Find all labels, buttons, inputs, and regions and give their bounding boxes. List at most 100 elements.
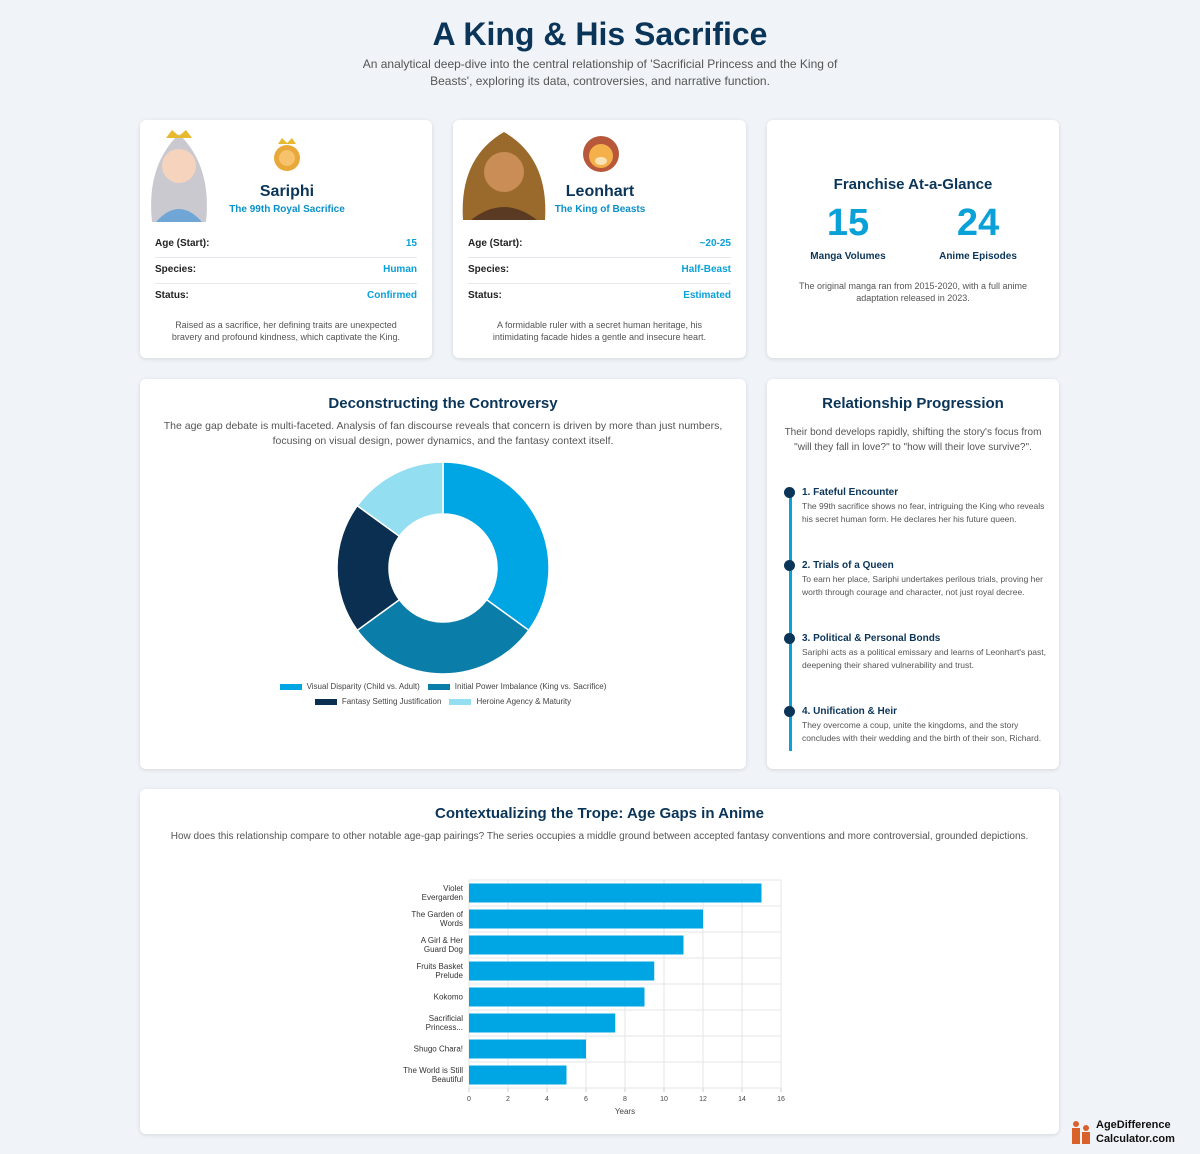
icon	[274, 138, 300, 171]
card-title: Contextualizing the Trope: Age Gaps in A…	[435, 805, 764, 822]
portrait	[151, 130, 207, 222]
trope-card: Contextualizing the Trope: Age Gaps in A…	[140, 789, 1059, 1134]
bar-chart: 0 2 4 6 8 10 12 14 16 Years Violet Evergarden The …	[400, 870, 800, 1120]
y-tick-label: The World is Still Beautiful	[403, 1066, 463, 1084]
legend-swatch	[314, 699, 337, 705]
stat-value: Estimated	[683, 290, 731, 301]
legend-item: Fantasy Setting Justification	[314, 695, 442, 709]
donut-segment	[356, 598, 530, 675]
stat-row: Species: Human	[155, 258, 417, 284]
y-tick-label: Kokomo	[433, 992, 463, 1002]
legend-item: Heroine Agency & Maturity	[449, 695, 571, 709]
legend-item: Initial Power Imbalance (King vs. Sacrif…	[427, 680, 607, 694]
legend-swatch	[427, 684, 450, 690]
stat-label: Manga Volumes	[810, 251, 886, 262]
x-tick-label: 4	[545, 1096, 549, 1103]
step-title: 4. Unification & Heir	[802, 706, 898, 717]
legend-swatch	[449, 699, 472, 705]
x-tick-label: 2	[506, 1096, 510, 1103]
timeline-dot	[784, 560, 795, 571]
profile-role: The King of Beasts	[554, 204, 646, 215]
y-tick-label: Violet Evergarden	[421, 884, 463, 902]
watermark-text: Calculator.com	[1096, 1133, 1175, 1145]
bar	[469, 1013, 616, 1033]
step-title: 2. Trials of a Queen	[802, 560, 894, 571]
legend: Visual Disparity (Child vs. Adult) Initia…	[270, 679, 616, 709]
stat-label: Species:	[155, 264, 197, 275]
stat-value: 15	[405, 238, 417, 249]
bar	[469, 909, 703, 929]
legend-label: Initial Power Imbalance (King vs. Sacrif…	[454, 682, 607, 691]
x-tick-label: 10	[660, 1096, 668, 1103]
stat-number: 24	[956, 202, 1000, 244]
stat-label: Species:	[468, 264, 510, 275]
page-title: A King & His Sacrifice	[432, 16, 768, 52]
timeline-line	[789, 493, 792, 751]
x-tick-label: 12	[699, 1096, 707, 1103]
logo	[1072, 1121, 1090, 1144]
x-axis-label: Years	[615, 1107, 635, 1116]
controversy-card: Deconstructing the Controversy The age g…	[140, 379, 746, 769]
donut-segment	[442, 461, 550, 632]
card-description: How does this relationship compare to ot…	[170, 831, 1029, 842]
card-description: The age gap debate is multi-faceted. Ana…	[163, 420, 723, 447]
stat-label: Status:	[468, 290, 502, 301]
stat-row: Age (Start): 15	[155, 232, 417, 258]
legend-item: Visual Disparity (Child vs. Adult)	[279, 680, 420, 694]
x-tick-label: 0	[467, 1096, 471, 1103]
timeline-dot	[784, 706, 795, 717]
franchise-card: Franchise At-a-Glance 15 Manga Volumes 2…	[767, 120, 1059, 358]
stat-row: Status: Estimated	[468, 284, 731, 309]
step-title: 1. Fateful Encounter	[802, 487, 899, 498]
bar	[469, 1039, 586, 1059]
profile-card: Sariphi The 99th Royal Sacrifice Age (St…	[140, 120, 432, 358]
timeline-dot	[784, 633, 795, 644]
x-tick-label: 16	[777, 1096, 785, 1103]
profile-description: A formidable ruler with a secret human h…	[492, 320, 707, 342]
profile-role: The 99th Royal Sacrifice	[229, 204, 345, 215]
bar-plot: 0 2 4 6 8 10 12 14 16 Years	[467, 879, 785, 1116]
bar	[469, 935, 684, 955]
y-tick-label: Shugo Chara!	[413, 1044, 463, 1054]
stat-row: Age (Start): ~20-25	[468, 232, 731, 258]
watermark-text: AgeDifference	[1096, 1119, 1171, 1131]
y-tick-label: Fruits Basket Prelude	[416, 962, 463, 980]
stat-value: Half-Beast	[681, 264, 731, 275]
x-tick-label: 6	[584, 1096, 588, 1103]
donut-chart	[336, 461, 550, 675]
card-description: Their bond develops rapidly, shifting th…	[784, 427, 1042, 453]
x-tick-label: 8	[623, 1096, 627, 1103]
y-tick-label: The Garden of Words	[411, 910, 463, 928]
timeline-dot	[784, 487, 795, 498]
y-tick-label: Sacrificial Princess...	[425, 1014, 463, 1032]
legend-label: Heroine Agency & Maturity	[476, 697, 572, 706]
stat-value: Confirmed	[367, 290, 417, 301]
portrait	[462, 132, 546, 220]
bar	[469, 1065, 567, 1085]
card-note: The original manga ran from 2015-2020, w…	[798, 281, 1028, 303]
progression-card: Relationship Progression Their bond deve…	[767, 379, 1059, 769]
profile-description: Raised as a sacrifice, her defining trai…	[171, 320, 401, 342]
step-text: Sariphi acts as a political emissary and…	[802, 647, 1046, 670]
step-text: To earn her place, Sariphi undertakes pe…	[802, 574, 1043, 597]
legend-swatch	[279, 684, 302, 690]
legend-label: Fantasy Setting Justification	[341, 697, 442, 706]
legend-label: Visual Disparity (Child vs. Adult)	[306, 682, 420, 691]
bar	[469, 961, 655, 981]
stat-row: Species: Half-Beast	[468, 258, 731, 284]
stat-label: Status:	[155, 290, 189, 301]
step-text: They overcome a coup, unite the kingdoms…	[802, 720, 1042, 743]
stat-label: Age (Start):	[155, 238, 210, 249]
donut-segment	[356, 461, 444, 538]
stat-row: Status: Confirmed	[155, 284, 417, 309]
stat-label: Anime Episodes	[939, 251, 1017, 262]
bar	[469, 883, 762, 903]
profile-name: Sariphi	[259, 183, 315, 200]
icon	[583, 136, 619, 172]
card-title: Deconstructing the Controversy	[328, 395, 558, 412]
stat-value: ~20-25	[699, 238, 731, 249]
step-text: The 99th sacrifice shows no fear, intrig…	[802, 501, 1045, 524]
stat-label: Age (Start):	[468, 238, 523, 249]
card-title: Franchise At-a-Glance	[833, 176, 993, 193]
